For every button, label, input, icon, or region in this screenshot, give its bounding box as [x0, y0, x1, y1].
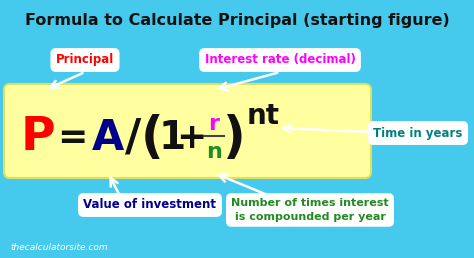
- Text: =: =: [57, 121, 87, 155]
- Text: Number of times interest
is compounded per year: Number of times interest is compounded p…: [231, 198, 389, 222]
- Text: thecalculatorsite.com: thecalculatorsite.com: [10, 244, 108, 253]
- Text: (: (: [141, 114, 164, 162]
- Text: A: A: [92, 117, 124, 159]
- Text: ): ): [223, 114, 246, 162]
- Text: n: n: [206, 142, 222, 162]
- Text: Formula to Calculate Principal (starting figure): Formula to Calculate Principal (starting…: [25, 12, 449, 28]
- Text: 1: 1: [158, 119, 185, 157]
- Text: Value of investment: Value of investment: [83, 198, 217, 212]
- Text: +: +: [176, 121, 206, 155]
- Text: Interest rate (decimal): Interest rate (decimal): [205, 53, 356, 67]
- Text: Time in years: Time in years: [374, 126, 463, 140]
- Text: nt: nt: [246, 102, 280, 130]
- FancyBboxPatch shape: [4, 84, 371, 178]
- Text: Principal: Principal: [56, 53, 114, 67]
- Text: r: r: [209, 114, 219, 134]
- Text: P: P: [21, 116, 55, 160]
- Text: /: /: [125, 117, 141, 159]
